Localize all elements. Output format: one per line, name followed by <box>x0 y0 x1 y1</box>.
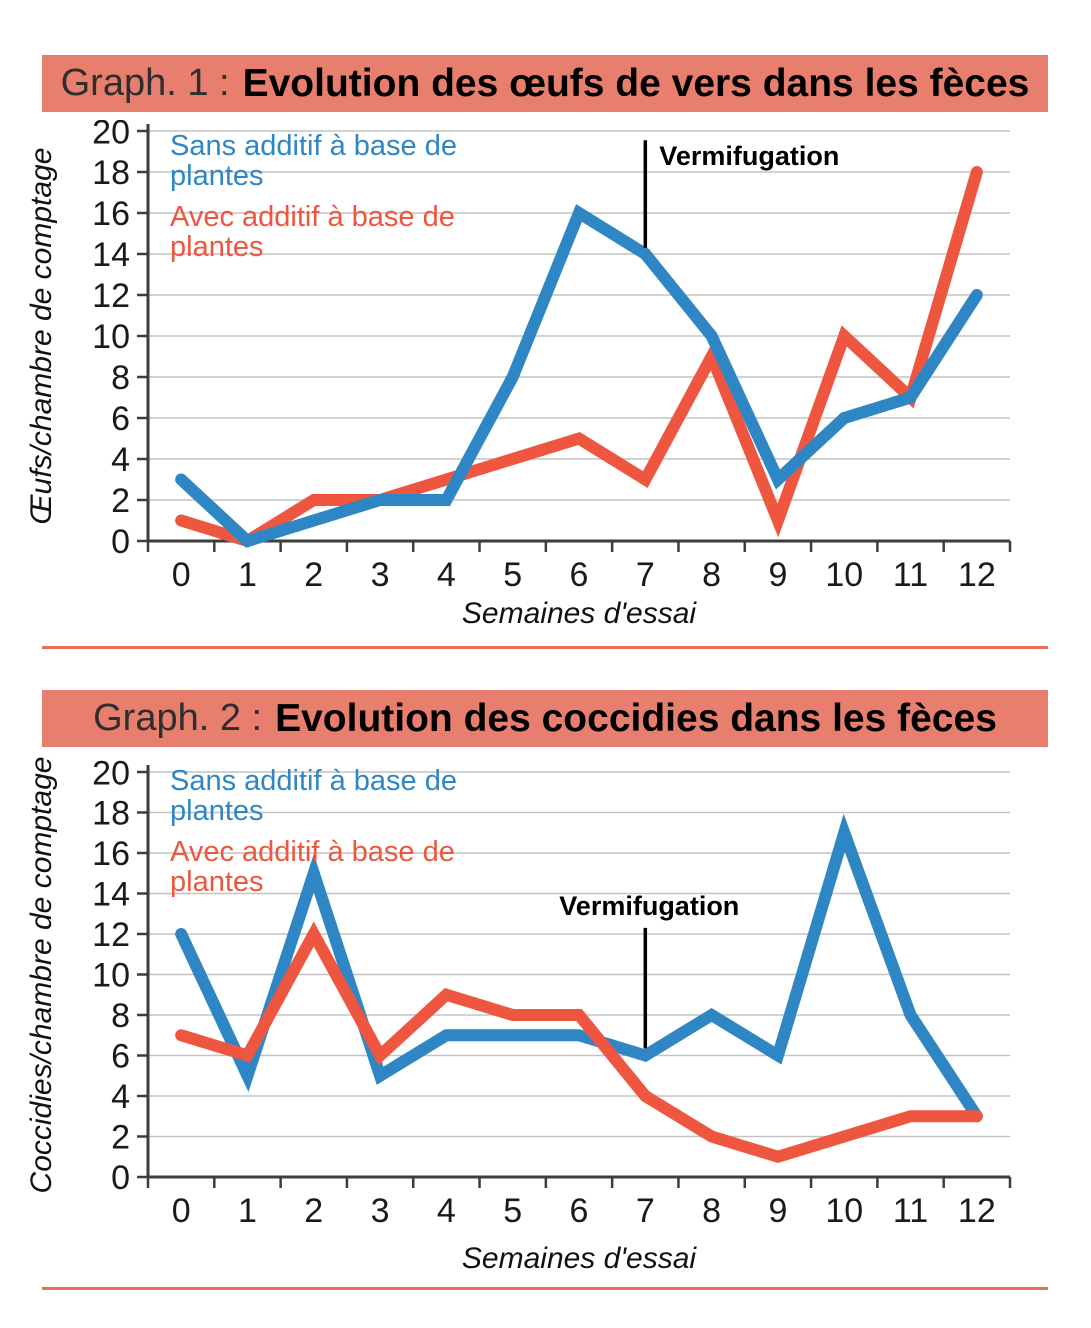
separator-line-1 <box>42 646 1048 649</box>
svg-text:20: 20 <box>92 755 130 792</box>
chart-1-legend: Sans additif à base de plantes Avec addi… <box>170 131 515 273</box>
svg-text:4: 4 <box>437 1192 456 1230</box>
svg-text:2: 2 <box>111 1119 130 1157</box>
chart-2-title: Evolution des coccidies dans les fèces <box>275 696 997 740</box>
svg-text:8: 8 <box>111 359 130 397</box>
chart-2-y-axis-title: Coccidies/chambre de comptage <box>25 756 58 1194</box>
svg-text:14: 14 <box>92 876 130 914</box>
svg-text:0: 0 <box>172 556 191 594</box>
svg-text:5: 5 <box>503 556 522 594</box>
svg-text:0: 0 <box>172 1192 191 1230</box>
svg-text:8: 8 <box>702 556 721 594</box>
chart-1-y-axis-title: Œufs/chambre de comptage <box>25 147 58 525</box>
separator-line-2 <box>42 1287 1048 1290</box>
svg-text:10: 10 <box>825 556 863 594</box>
svg-text:5: 5 <box>503 1192 522 1230</box>
chart-1-title-banner: Graph. 1 : Evolution des œufs de vers da… <box>42 55 1048 112</box>
svg-text:6: 6 <box>111 400 130 438</box>
svg-text:18: 18 <box>92 795 130 833</box>
svg-text:3: 3 <box>371 556 390 594</box>
svg-text:1: 1 <box>238 556 257 594</box>
svg-text:Vermifugation: Vermifugation <box>659 141 839 171</box>
svg-text:10: 10 <box>92 318 130 356</box>
svg-text:12: 12 <box>92 916 130 954</box>
svg-text:16: 16 <box>92 835 130 873</box>
svg-text:8: 8 <box>111 997 130 1035</box>
svg-text:14: 14 <box>92 236 130 274</box>
svg-text:10: 10 <box>92 957 130 995</box>
svg-text:Vermifugation: Vermifugation <box>559 891 739 921</box>
svg-text:11: 11 <box>893 1192 928 1230</box>
chart-1-title: Evolution des œufs de vers dans les fèce… <box>242 61 1030 105</box>
svg-text:0: 0 <box>111 523 130 561</box>
svg-text:2: 2 <box>304 1192 323 1230</box>
svg-text:3: 3 <box>371 1192 390 1230</box>
svg-text:2: 2 <box>111 482 130 520</box>
legend-item-sans-additif: Sans additif à base de plantes <box>170 130 457 192</box>
svg-text:6: 6 <box>570 556 589 594</box>
svg-text:1: 1 <box>238 1192 257 1230</box>
svg-text:12: 12 <box>958 1192 996 1230</box>
chart-1-x-axis-title: Semaines d'essai <box>461 597 697 630</box>
svg-text:16: 16 <box>92 195 130 233</box>
legend-item-sans-additif: Sans additif à base de plantes <box>170 765 457 827</box>
svg-text:11: 11 <box>893 556 928 594</box>
svg-text:9: 9 <box>768 556 787 594</box>
legend-item-avec-additif: Avec additif à base de plantes <box>170 836 455 898</box>
svg-text:20: 20 <box>92 120 130 151</box>
svg-text:9: 9 <box>768 1192 787 1230</box>
svg-text:4: 4 <box>437 556 456 594</box>
svg-text:0: 0 <box>111 1159 130 1197</box>
chart-2-legend: Sans additif à base de plantes Avec addi… <box>170 766 515 908</box>
svg-text:7: 7 <box>636 1192 655 1230</box>
chart-2-x-axis-title: Semaines d'essai <box>461 1242 697 1275</box>
svg-text:18: 18 <box>92 154 130 192</box>
svg-text:4: 4 <box>111 441 130 479</box>
svg-text:6: 6 <box>570 1192 589 1230</box>
svg-text:8: 8 <box>702 1192 721 1230</box>
svg-text:2: 2 <box>304 556 323 594</box>
svg-text:12: 12 <box>92 277 130 315</box>
svg-text:10: 10 <box>825 1192 863 1230</box>
svg-text:12: 12 <box>958 556 996 594</box>
svg-text:6: 6 <box>111 1038 130 1076</box>
svg-text:4: 4 <box>111 1078 130 1116</box>
svg-text:7: 7 <box>636 556 655 594</box>
chart-1-title-prefix: Graph. 1 : <box>60 62 230 104</box>
chart-2-title-prefix: Graph. 2 : <box>93 697 263 739</box>
legend-item-avec-additif: Avec additif à base de plantes <box>170 201 455 263</box>
chart-2-title-banner: Graph. 2 : Evolution des coccidies dans … <box>42 690 1048 747</box>
